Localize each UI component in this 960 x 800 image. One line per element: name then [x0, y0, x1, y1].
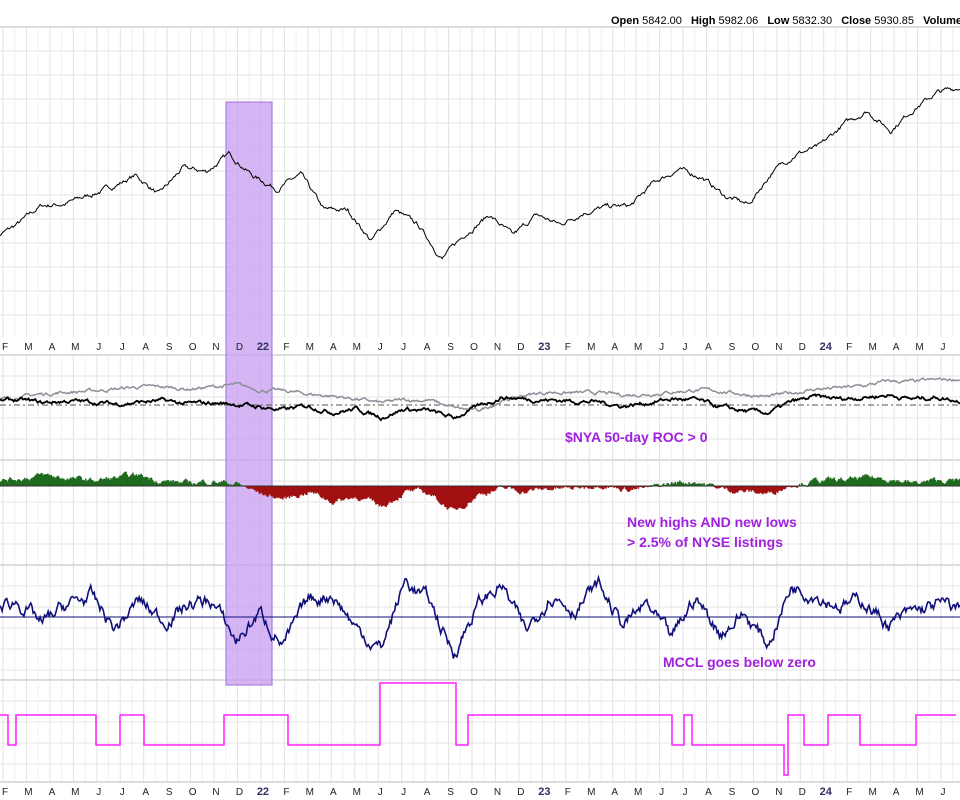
- roc-annotation: $NYA 50-day ROC > 0: [565, 427, 708, 447]
- month-tick-label: N: [212, 342, 219, 353]
- month-tick-label: S: [729, 342, 736, 353]
- month-tick-label: J: [683, 342, 688, 353]
- month-tick-label: O: [470, 787, 478, 798]
- month-tick-label: F: [846, 342, 852, 353]
- close-label: Close: [841, 15, 871, 27]
- month-tick-label: A: [424, 342, 431, 353]
- open-label: Open: [611, 15, 639, 27]
- month-tick-label: J: [659, 342, 664, 353]
- month-tick-label: A: [893, 787, 900, 798]
- month-tick-label: J: [659, 787, 664, 798]
- hilo-annotation-line1: New highs AND new lows: [627, 512, 797, 532]
- month-tick-label: J: [683, 787, 688, 798]
- month-tick-label: A: [49, 342, 56, 353]
- month-tick-label: D: [236, 787, 243, 798]
- month-tick-label: O: [189, 342, 197, 353]
- month-tick-label: A: [611, 342, 618, 353]
- low-value: 5832.30: [792, 15, 832, 27]
- mccl-annotation: MCCL goes below zero: [663, 652, 816, 672]
- volume-label: Volume: [923, 15, 960, 27]
- month-tick-label: J: [401, 787, 406, 798]
- month-tick-label: M: [306, 342, 314, 353]
- high-label: High: [691, 15, 715, 27]
- month-tick-label: M: [306, 787, 314, 798]
- month-tick-label: A: [705, 787, 712, 798]
- month-tick-label: M: [915, 787, 923, 798]
- month-tick-label: O: [752, 342, 760, 353]
- month-tick-label: M: [587, 787, 595, 798]
- month-tick-label: S: [166, 787, 173, 798]
- month-tick-label: D: [236, 342, 243, 353]
- month-tick-label: N: [494, 787, 501, 798]
- month-tick-label: S: [166, 342, 173, 353]
- month-tick-label: M: [353, 787, 361, 798]
- month-tick-label: S: [447, 342, 454, 353]
- month-tick-label: 24: [820, 786, 833, 798]
- month-tick-label: J: [941, 342, 946, 353]
- month-tick-label: J: [378, 342, 383, 353]
- open-value: 5842.00: [642, 15, 682, 27]
- month-tick-label: A: [424, 787, 431, 798]
- month-tick-label: J: [401, 342, 406, 353]
- high-value: 5982.06: [719, 15, 759, 27]
- month-tick-label: M: [587, 342, 595, 353]
- month-tick-label: 22: [257, 341, 269, 353]
- ohlc-header: Open 5842.00 High 5982.06 Low 5832.30 Cl…: [605, 15, 960, 27]
- month-tick-label: D: [517, 342, 524, 353]
- month-tick-label: A: [330, 342, 337, 353]
- chart-window: F M A M J J A S O N D 22 F M A M J J A S O N D 23 F M A M J J A S O N D 24 F…: [0, 0, 960, 800]
- month-tick-label: M: [634, 342, 642, 353]
- month-tick-label: M: [868, 342, 876, 353]
- month-tick-label: N: [494, 342, 501, 353]
- month-tick-label: O: [470, 342, 478, 353]
- month-tick-label: N: [212, 787, 219, 798]
- month-tick-label: J: [120, 787, 125, 798]
- month-tick-label: N: [775, 342, 782, 353]
- month-tick-label: S: [447, 787, 454, 798]
- month-tick-label: O: [189, 787, 197, 798]
- month-tick-label: M: [634, 787, 642, 798]
- month-tick-label: D: [799, 342, 806, 353]
- month-tick-label: M: [24, 342, 32, 353]
- low-label: Low: [767, 15, 789, 27]
- close-value: 5930.85: [874, 15, 914, 27]
- month-tick-label: J: [96, 787, 101, 798]
- month-tick-label: O: [752, 787, 760, 798]
- month-tick-label: D: [799, 787, 806, 798]
- month-tick-label: 22: [257, 786, 269, 798]
- highlight-band: [226, 102, 272, 685]
- month-tick-label: A: [49, 787, 56, 798]
- month-tick-label: D: [517, 787, 524, 798]
- month-tick-label: F: [2, 342, 8, 353]
- month-tick-label: A: [705, 342, 712, 353]
- month-tick-label: F: [565, 342, 571, 353]
- month-tick-label: J: [96, 342, 101, 353]
- month-tick-label: A: [142, 342, 149, 353]
- month-tick-label: F: [846, 787, 852, 798]
- month-tick-label: A: [142, 787, 149, 798]
- month-tick-label: J: [378, 787, 383, 798]
- month-tick-label: M: [353, 342, 361, 353]
- month-tick-label: M: [915, 342, 923, 353]
- month-tick-label: M: [868, 787, 876, 798]
- month-tick-label: J: [120, 342, 125, 353]
- month-tick-label: 23: [538, 786, 550, 798]
- month-tick-label: M: [24, 787, 32, 798]
- month-tick-label: A: [611, 787, 618, 798]
- month-tick-label: 23: [538, 341, 550, 353]
- month-tick-label: J: [941, 787, 946, 798]
- month-tick-label: F: [283, 787, 289, 798]
- month-tick-label: 24: [820, 341, 833, 353]
- month-tick-label: A: [330, 787, 337, 798]
- month-tick-label: F: [2, 787, 8, 798]
- chart-canvas: F M A M J J A S O N D 22 F M A M J J A S O N D 23 F M A M J J A S O N D 24 F…: [0, 0, 960, 800]
- month-tick-label: F: [283, 342, 289, 353]
- month-tick-label: M: [71, 787, 79, 798]
- month-tick-label: A: [893, 342, 900, 353]
- hilo-annotation-line2: > 2.5% of NYSE listings: [627, 532, 783, 552]
- month-tick-label: S: [729, 787, 736, 798]
- month-tick-label: M: [71, 342, 79, 353]
- month-tick-label: F: [565, 787, 571, 798]
- month-tick-label: N: [775, 787, 782, 798]
